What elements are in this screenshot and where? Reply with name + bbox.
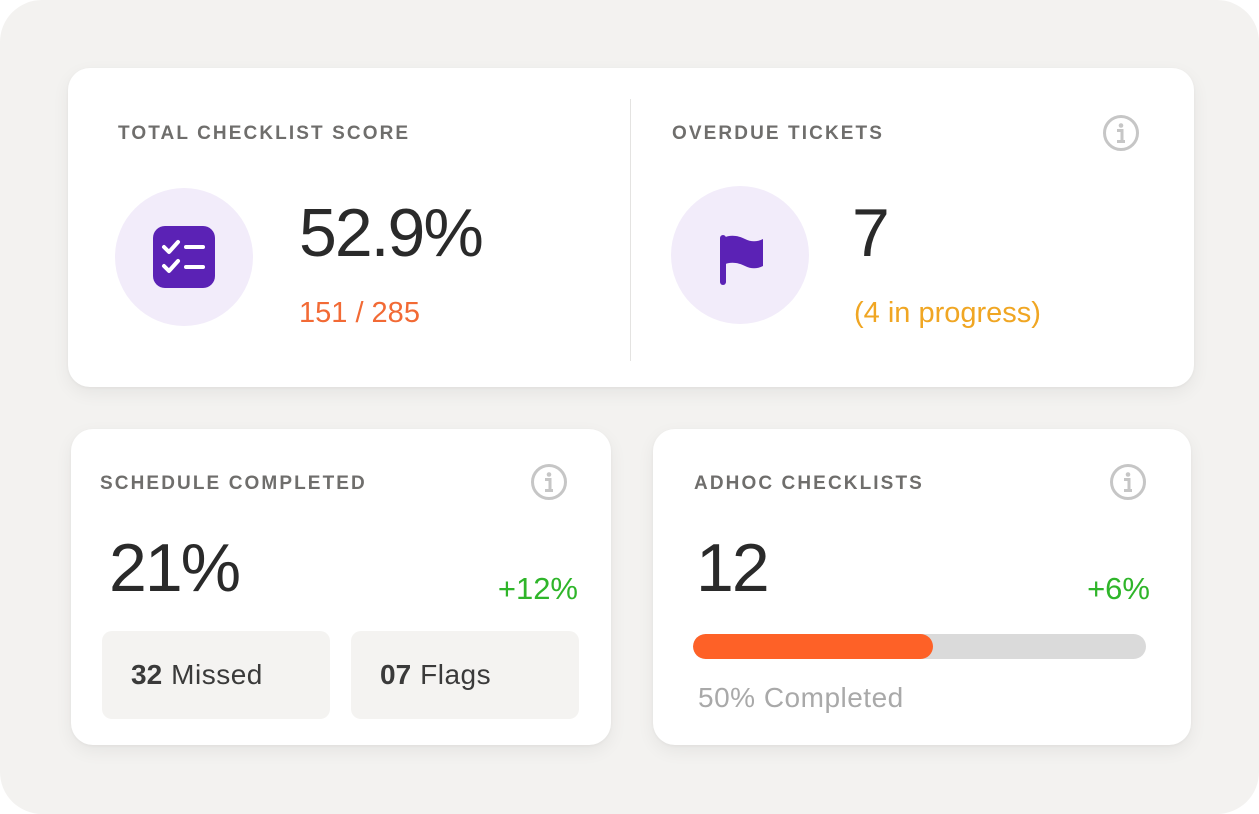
flags-pill[interactable]: 07 Flags: [351, 631, 579, 719]
flags-label: Flags: [420, 659, 492, 690]
adhoc-checklists-value: 12: [696, 530, 770, 606]
checklist-score-label: TOTAL CHECKLIST SCORE: [118, 123, 411, 144]
schedule-completed-change: +12%: [497, 571, 578, 606]
adhoc-checklists-card: ADHOC CHECKLISTS 12 +6% 50% Completed: [653, 429, 1191, 745]
adhoc-progress-label: 50% Completed: [698, 682, 904, 713]
schedule-completed-value: 21%: [109, 530, 241, 606]
missed-label: Missed: [171, 659, 263, 690]
adhoc-checklists-label: ADHOC CHECKLISTS: [694, 473, 924, 494]
overdue-tickets-status: (4 in progress): [854, 297, 1041, 329]
flag-icon-circle: [671, 186, 809, 324]
info-icon[interactable]: [530, 463, 568, 501]
checklist-score-value: 52.9%: [299, 195, 484, 271]
info-icon[interactable]: [1109, 463, 1147, 501]
checklist-score-fraction: 151 / 285: [299, 297, 420, 329]
adhoc-checklists-change: +6%: [1087, 571, 1150, 606]
overdue-tickets-value: 7: [852, 195, 890, 271]
flag-icon: [720, 235, 763, 285]
adhoc-progress-fill: [693, 634, 934, 659]
checklist-icon: [153, 226, 215, 288]
missed-count: 32: [131, 659, 163, 690]
overdue-tickets-label: OVERDUE TICKETS: [672, 123, 885, 144]
info-icon[interactable]: [1102, 114, 1140, 152]
checklist-icon-circle: [115, 188, 253, 326]
card-divider: [630, 99, 631, 361]
summary-card: TOTAL CHECKLIST SCORE 52.9% 151 / 285 OV…: [68, 68, 1194, 387]
schedule-completed-label: SCHEDULE COMPLETED: [100, 473, 367, 494]
missed-pill[interactable]: 32 Missed: [102, 631, 330, 719]
schedule-completed-card: SCHEDULE COMPLETED 21% +12% 32 Missed 07…: [71, 429, 611, 745]
flags-count: 07: [380, 659, 412, 690]
adhoc-progress-bar: [693, 634, 1146, 659]
